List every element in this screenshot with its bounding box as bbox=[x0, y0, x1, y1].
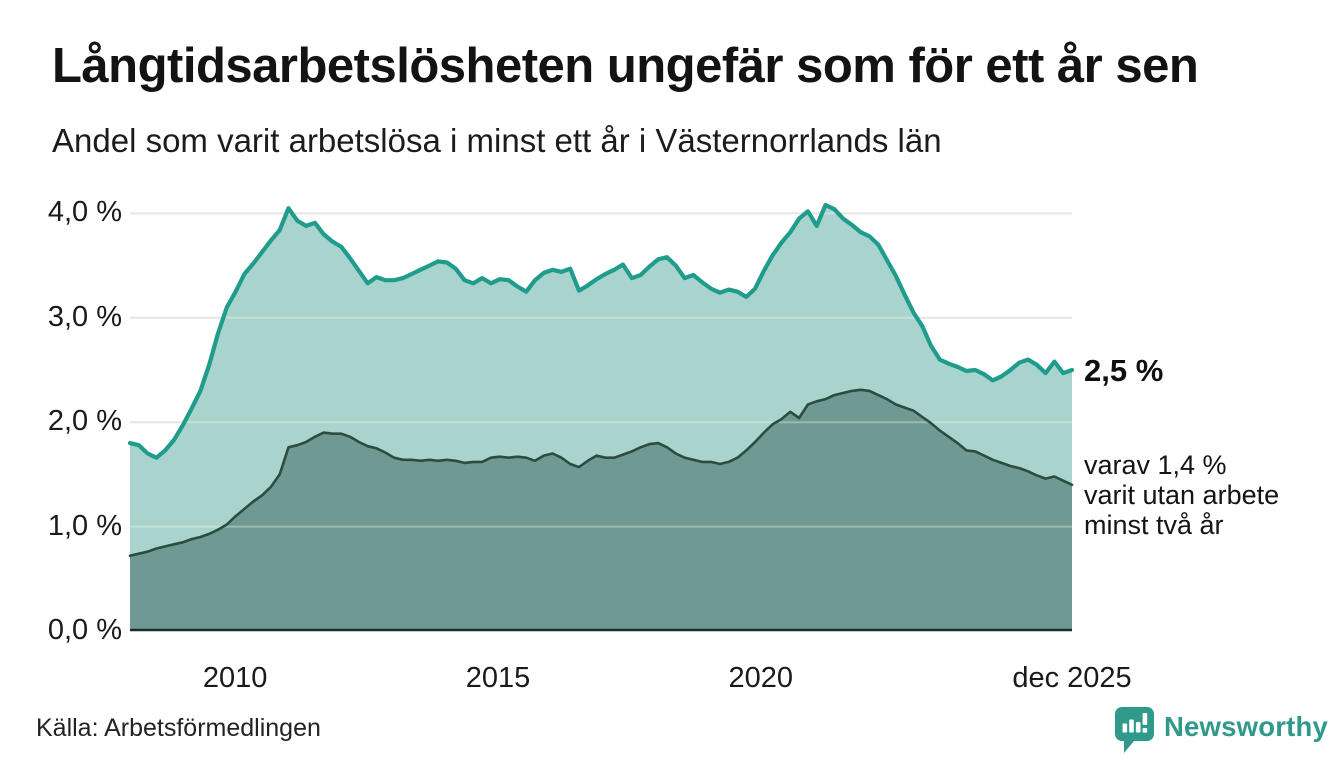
newsworthy-logo: Newsworthy bbox=[1114, 707, 1328, 757]
source-label: Källa: Arbetsförmedlingen bbox=[36, 714, 321, 742]
annotation-line-1: varav 1,4 % bbox=[1084, 450, 1227, 480]
latest-total-value-label: 2,5 % bbox=[1084, 353, 1164, 388]
newsworthy-wordmark: Newsworthy bbox=[1164, 711, 1328, 742]
page-title: Långtidsarbetslösheten ungefär som för e… bbox=[52, 39, 1199, 93]
y-tick-label: 1,0 % bbox=[47, 509, 122, 542]
y-tick-label: 3,0 % bbox=[47, 300, 122, 333]
y-tick-label: 0,0 % bbox=[47, 614, 122, 646]
x-tick-label: 2010 bbox=[202, 662, 268, 694]
chart-plot-area bbox=[127, 202, 1075, 632]
y-tick-label: 2,0 % bbox=[47, 405, 122, 438]
annotation-line-3: minst två år bbox=[1084, 510, 1224, 540]
y-tick-label: 4,0 % bbox=[47, 196, 122, 229]
newsworthy-icon bbox=[1115, 707, 1154, 753]
x-tick-label: 2015 bbox=[465, 662, 531, 694]
x-tick-label: dec 2025 bbox=[1012, 662, 1132, 694]
two-year-share-annotation: varav 1,4 % varit utan arbete minst två … bbox=[1084, 450, 1279, 540]
annotation-line-2: varit utan arbete bbox=[1084, 480, 1280, 510]
page-subtitle: Andel som varit arbetslösa i minst ett å… bbox=[52, 122, 942, 159]
x-tick-label: 2020 bbox=[728, 662, 794, 694]
